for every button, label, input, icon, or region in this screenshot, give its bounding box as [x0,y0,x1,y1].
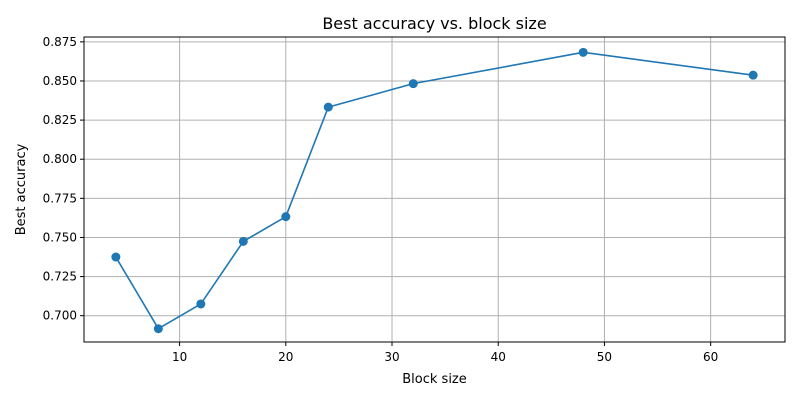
data-point [578,47,588,57]
chart-title: Best accuracy vs. block size [322,14,546,33]
y-tick-label: 0.825 [43,113,77,127]
x-tick-label: 50 [597,350,612,364]
axes-frame [83,36,786,343]
data-point [238,236,248,246]
series-layer [111,47,758,334]
y-tick-label: 0.775 [43,191,77,205]
grid [84,37,785,342]
y-tick-label: 0.800 [43,152,77,166]
ticks: 10 20 30 40 50 60 0.700 0.725 0.750 0.775 0.800 0.8… [43,35,719,364]
x-tick-label: 40 [491,350,506,364]
data-point [408,79,418,89]
x-tick-label: 30 [384,350,399,364]
data-point [153,324,163,334]
data-point [196,299,206,309]
y-tick-label: 0.750 [43,230,77,244]
y-tick-label: 0.850 [43,74,77,88]
data-point [111,252,121,262]
data-point [281,212,291,222]
y-tick-label: 0.875 [43,35,77,49]
x-tick-label: 60 [703,350,718,364]
y-tick-label: 0.700 [43,309,77,323]
data-point [748,70,758,80]
x-tick-label: 20 [278,350,293,364]
x-tick-label: 10 [172,350,187,364]
x-axis-label: Block size [402,372,467,387]
data-point [323,102,333,112]
y-tick-label: 0.725 [43,270,77,284]
y-axis-label: Best accuracy [14,143,29,235]
